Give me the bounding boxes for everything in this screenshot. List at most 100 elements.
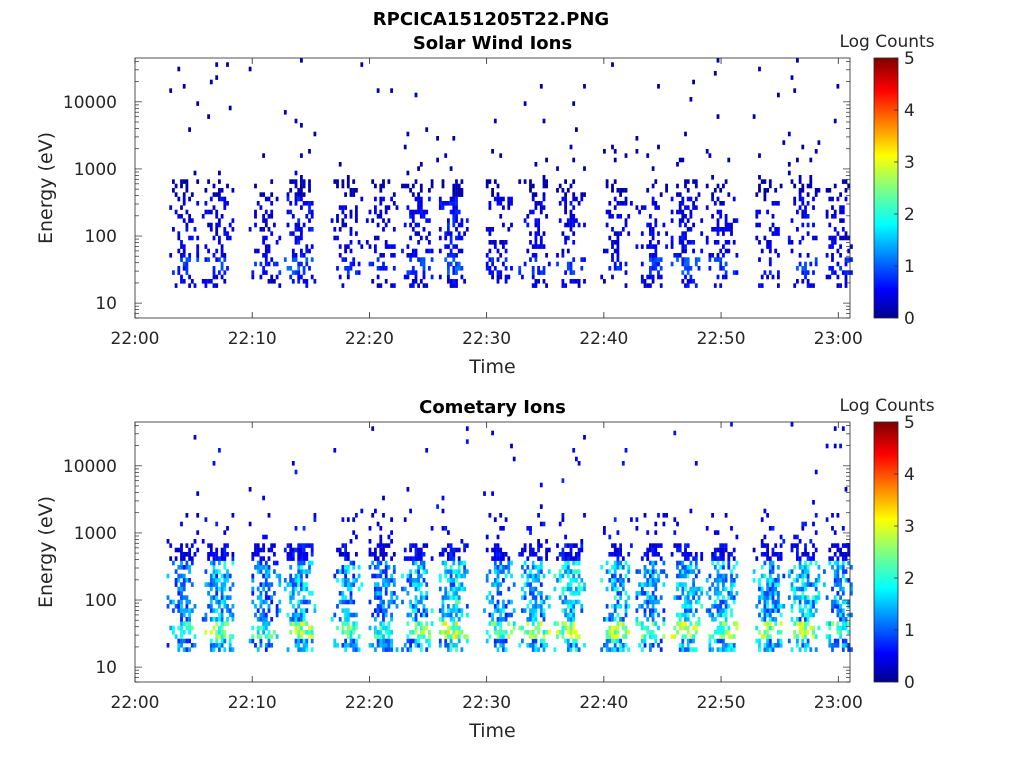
bin-10: [575, 127, 578, 132]
bin-9: [531, 283, 535, 288]
bin-4: [346, 569, 350, 574]
bin-17: [828, 188, 832, 193]
bin-5: [387, 643, 391, 648]
bin-15: [766, 188, 769, 193]
bin-16: [793, 591, 797, 596]
bin-7: [449, 578, 453, 583]
bin-17: [839, 209, 842, 215]
bin-6: [422, 270, 426, 275]
bin-15: [779, 621, 783, 626]
bin-15: [779, 604, 783, 609]
bin-11: [608, 266, 612, 271]
bin-13: [676, 573, 679, 579]
bin-14: [735, 218, 739, 223]
bin-7: [444, 235, 448, 241]
bin-5: [384, 543, 388, 548]
bin-9: [534, 578, 538, 583]
bin-1: [204, 569, 208, 574]
bin-17: [850, 244, 853, 249]
bin-2: [248, 638, 252, 644]
bin-7: [449, 209, 453, 215]
bin-4: [341, 595, 345, 600]
bin-4: [341, 543, 345, 548]
bin-2: [262, 617, 265, 622]
bin-8: [502, 647, 505, 652]
bin-14: [724, 630, 728, 635]
bin-4: [352, 261, 356, 267]
bin-10: [575, 647, 578, 652]
bin-17: [836, 565, 840, 570]
bin-10: [564, 569, 567, 574]
bin-3: [308, 266, 311, 271]
bin-9: [523, 543, 527, 548]
bin-7: [452, 552, 456, 557]
bin-12: [651, 565, 655, 570]
bin-14: [719, 261, 723, 267]
y-tick-label: 100: [85, 227, 117, 247]
bin-5: [374, 205, 377, 210]
panel-title: Solar Wind Ions: [413, 33, 572, 54]
bin-6: [422, 565, 426, 570]
bin-5: [390, 638, 393, 644]
bin-14: [713, 283, 717, 288]
bin-8: [488, 201, 492, 206]
bin-17: [847, 630, 851, 635]
bin-8: [491, 274, 494, 280]
bin-8: [485, 595, 489, 600]
bin-4: [344, 630, 347, 635]
bin-11: [611, 578, 614, 583]
bin-16: [801, 573, 805, 579]
bin-3: [291, 231, 295, 236]
bin-17: [836, 608, 840, 613]
bin-11: [611, 227, 614, 232]
bin-1: [226, 231, 229, 236]
bin-13: [684, 573, 687, 579]
bin-9: [547, 595, 551, 600]
bin-2: [262, 630, 265, 635]
bin-16: [812, 270, 815, 275]
bin-11: [608, 625, 612, 631]
bin-17: [850, 582, 853, 587]
bin-1: [226, 595, 229, 600]
bin-7: [465, 218, 469, 223]
bin-5: [376, 595, 380, 600]
bin-16: [796, 573, 799, 579]
bin-7: [441, 508, 445, 514]
bin-9: [526, 643, 530, 648]
bin-7: [452, 569, 456, 574]
bin-0: [177, 643, 181, 648]
bin-17: [836, 231, 840, 236]
bin-7: [447, 630, 450, 635]
bin-12: [659, 595, 663, 600]
bin-1: [223, 279, 227, 284]
bin-13: [678, 253, 682, 258]
bin-8: [502, 634, 505, 639]
bin-3: [308, 248, 311, 254]
bin-5: [382, 556, 385, 561]
bin-17: [836, 612, 840, 618]
bin-4: [349, 266, 353, 271]
bin-1: [231, 513, 235, 518]
bin-15: [752, 547, 756, 553]
bin-0: [185, 608, 189, 613]
bin-4: [344, 617, 347, 622]
bin-4: [333, 448, 337, 453]
bin-4: [352, 612, 356, 618]
bin-6: [417, 201, 420, 206]
bin-3: [294, 253, 298, 258]
bin-13: [681, 591, 685, 596]
bin-13: [678, 612, 682, 618]
bin-15: [763, 630, 767, 635]
bin-13: [686, 647, 690, 652]
bin-2: [270, 179, 274, 184]
bin-3: [300, 608, 303, 613]
bin-13: [697, 257, 701, 262]
bin-14: [735, 591, 739, 596]
bin-11: [621, 227, 625, 232]
bin-10: [566, 261, 570, 267]
bin-3: [289, 582, 293, 587]
bin-8: [499, 547, 503, 553]
bin-5: [379, 201, 383, 206]
bin-6: [406, 487, 410, 492]
bin-2: [259, 599, 263, 605]
